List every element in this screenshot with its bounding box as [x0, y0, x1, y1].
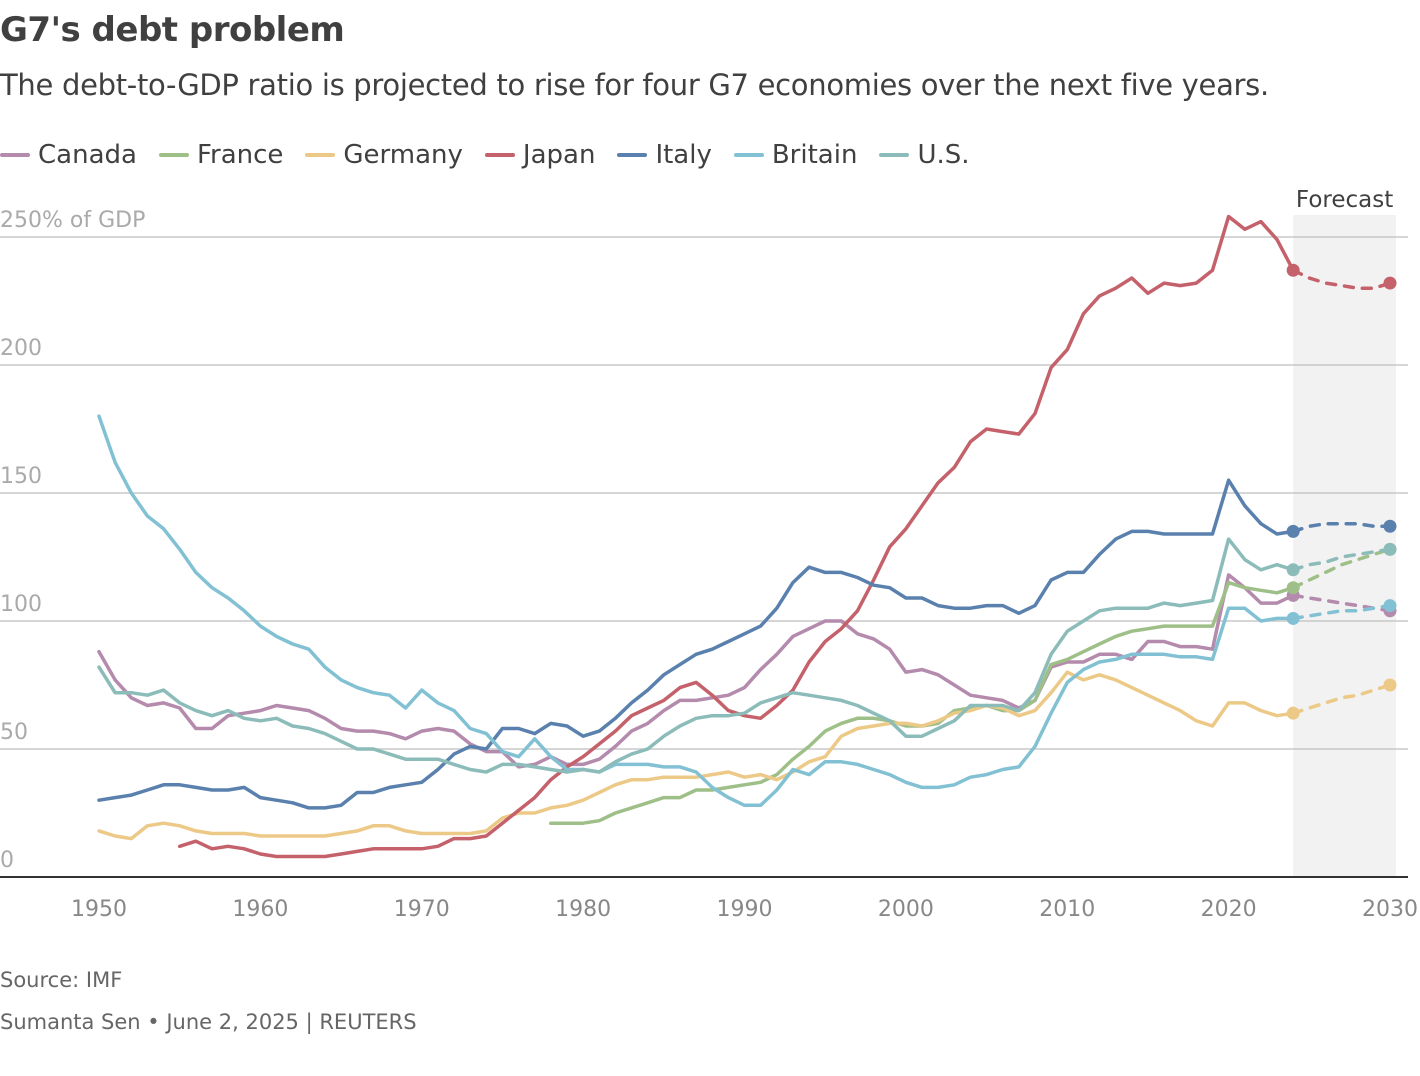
legend-item: Britain	[733, 140, 858, 170]
legend-swatch	[484, 153, 515, 157]
credit-line: Sumanta Sen • June 2, 2025 | REUTERS	[0, 1010, 417, 1034]
series-line-canada	[97, 573, 1295, 769]
forecast-line-britain	[1291, 603, 1392, 621]
legend-swatch	[617, 153, 648, 157]
legend-item: France	[158, 140, 284, 170]
forecast-start-point	[1286, 581, 1300, 595]
x-tick-label: 2000	[878, 897, 934, 922]
legend-label: Britain	[771, 140, 858, 170]
chart-title: G7's debt problem	[0, 10, 345, 50]
legend-label: France	[196, 140, 284, 170]
legend-label: U.S.	[917, 140, 970, 170]
legend-label: Italy	[655, 140, 712, 170]
y-tick-label: 250% of GDP	[0, 208, 145, 233]
series-line-italy	[97, 478, 1295, 810]
y-tick-label: 50	[0, 720, 28, 745]
legend-swatch	[158, 153, 189, 157]
x-tick-label: 1970	[394, 897, 450, 922]
legend-item: Canada	[0, 140, 137, 170]
forecast-end-point	[1383, 678, 1397, 692]
x-tick-label: 1980	[555, 897, 611, 922]
legend-swatch	[733, 153, 764, 157]
legend-item: Japan	[484, 140, 596, 170]
x-tick-label: 2030	[1362, 897, 1418, 922]
legend-swatch	[879, 153, 910, 157]
forecast-end-point	[1383, 599, 1397, 613]
source-note: Source: IMF	[0, 968, 123, 992]
x-tick-label: 1950	[71, 897, 127, 922]
y-tick-label: 200	[0, 336, 42, 361]
y-tick-label: 100	[0, 592, 42, 617]
legend-swatch	[0, 153, 30, 157]
legend-label: Japan	[522, 140, 596, 170]
legend-label: Canada	[38, 140, 137, 170]
x-tick-label: 2020	[1201, 897, 1257, 922]
forecast-end-point	[1383, 519, 1397, 533]
series-line-us	[97, 537, 1295, 774]
chart-subtitle: The debt-to-GDP ratio is projected to ri…	[0, 68, 1269, 102]
x-tick-label: 2010	[1039, 897, 1095, 922]
series-line-japan	[177, 214, 1295, 859]
legend-item: Italy	[617, 140, 712, 170]
legend-item: Germany	[305, 140, 463, 170]
forecast-start-point	[1286, 611, 1300, 625]
legend-item: U.S.	[879, 140, 970, 170]
y-tick-label: 0	[0, 848, 14, 873]
forecast-line-japan	[1291, 268, 1392, 290]
series-line-britain	[97, 414, 1295, 808]
forecast-band	[1293, 215, 1396, 877]
x-tick-label: 1990	[717, 897, 773, 922]
forecast-line-us	[1291, 547, 1392, 572]
forecast-line-italy	[1291, 521, 1392, 534]
forecast-line-france	[1291, 547, 1392, 590]
forecast-end-point	[1383, 542, 1397, 556]
x-tick-label: 1960	[232, 897, 288, 922]
legend-swatch	[305, 153, 336, 157]
forecast-start-point	[1286, 563, 1300, 577]
forecast-start-point	[1286, 524, 1300, 538]
forecast-start-point	[1286, 263, 1300, 277]
y-tick-label: 150	[0, 464, 42, 489]
forecast-end-point	[1383, 276, 1397, 290]
forecast-line-germany	[1291, 683, 1392, 715]
legend-label: Germany	[343, 140, 463, 170]
legend: Canada France Germany Japan Italy Britain U.S.	[0, 140, 970, 170]
forecast-start-point	[1286, 706, 1300, 720]
series-line-germany	[97, 670, 1295, 841]
forecast-label: Forecast	[1296, 187, 1393, 213]
